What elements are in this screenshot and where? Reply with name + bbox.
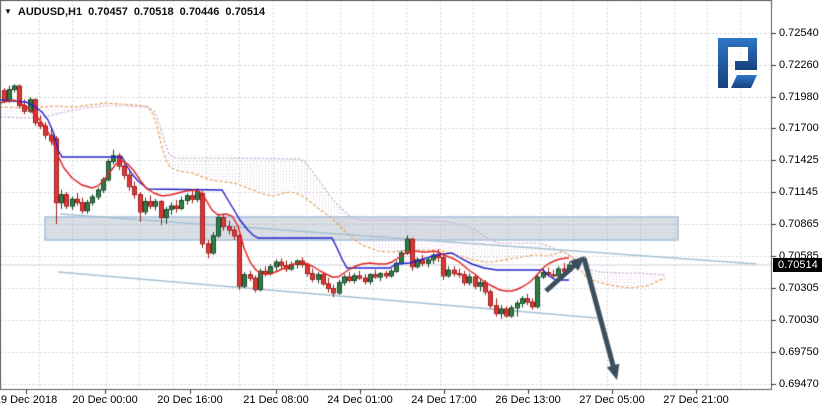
price-axis-label: 0.71425 <box>779 154 819 166</box>
one-click-panel-toggle-icon[interactable]: ▼ <box>4 7 12 16</box>
roboforex-logo <box>718 38 757 88</box>
time-axis-label: 19 Dec 2018 <box>0 394 58 406</box>
price-axis-label: 0.72540 <box>779 27 819 39</box>
price-axis-label: 0.71700 <box>779 122 819 134</box>
time-axis[interactable]: 19 Dec 2018 20 Dec 00:00 20 Dec 16:00 21 De… <box>0 392 822 414</box>
ohlc-low-value: 0.70446 <box>179 6 220 18</box>
price-axis-label: 0.72260 <box>779 59 819 71</box>
price-axis-label: 0.69750 <box>779 346 819 358</box>
price-axis-label: 0.69470 <box>779 378 819 390</box>
time-axis-label: 27 Dec 05:00 <box>579 394 645 406</box>
time-axis-label: 26 Dec 13:00 <box>495 394 561 406</box>
price-axis-label: 0.71980 <box>779 91 819 103</box>
price-axis-label: 0.70865 <box>779 218 819 230</box>
time-axis-label: 24 Dec 01:00 <box>327 394 393 406</box>
price-axis[interactable]: 0.70514 0.72540 0.72260 0.71980 0.71700 0.71… <box>772 0 822 390</box>
time-axis-label: 21 Dec 08:00 <box>243 394 309 406</box>
price-axis-label: 0.71145 <box>779 186 818 198</box>
chart-title: ▼ AUDUSD,H1 0.70457 0.70518 0.70446 0.70… <box>4 6 265 18</box>
symbol-timeframe-label: AUDUSD,H1 <box>17 6 83 18</box>
ohlc-close-value: 0.70514 <box>225 6 266 18</box>
ohlc-high-value: 0.70518 <box>133 6 174 18</box>
time-axis-label: 20 Dec 00:00 <box>72 394 138 406</box>
time-axis-label: 27 Dec 21:00 <box>663 394 729 406</box>
time-axis-label: 24 Dec 17:00 <box>411 394 477 406</box>
current-price-badge: 0.70514 <box>773 258 822 272</box>
time-axis-label: 20 Dec 16:00 <box>157 394 223 406</box>
price-axis-label: 0.70305 <box>779 282 819 294</box>
ohlc-open-value: 0.70457 <box>88 6 128 18</box>
price-axis-label: 0.70030 <box>779 314 819 326</box>
